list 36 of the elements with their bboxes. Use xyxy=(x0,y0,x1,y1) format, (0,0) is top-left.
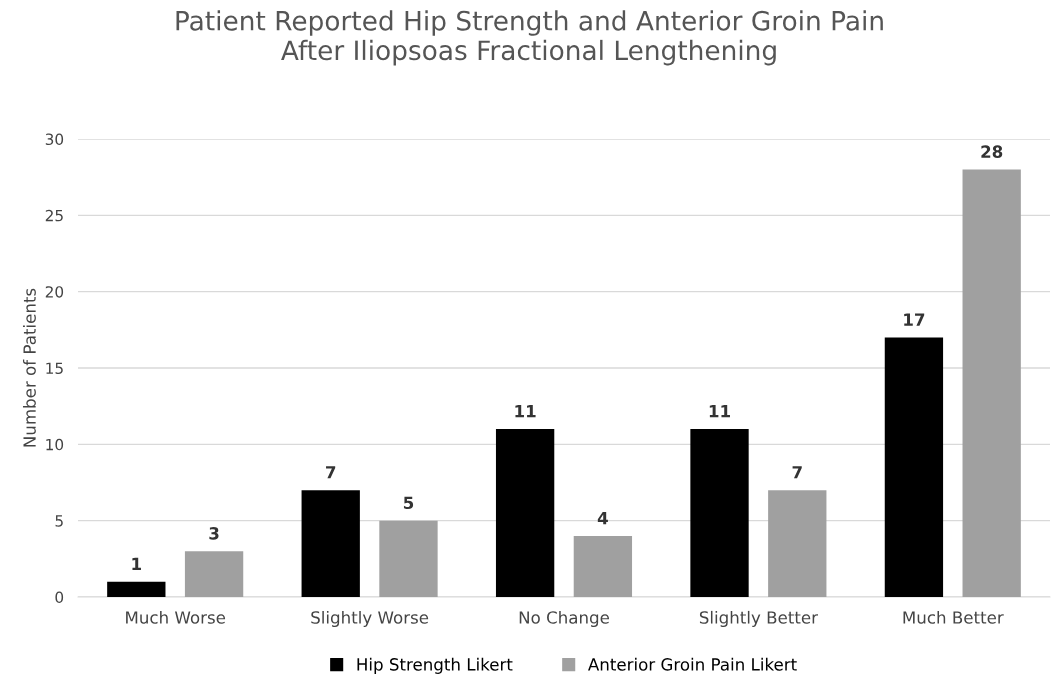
data-label: 11 xyxy=(515,405,536,418)
legend-label: Hip Strength Likert xyxy=(357,657,513,674)
data-label: 5 xyxy=(403,496,414,510)
y-tick-label: 15 xyxy=(46,362,63,375)
data-label: 4 xyxy=(597,511,608,525)
data-label: 28 xyxy=(981,145,1003,158)
bar xyxy=(495,429,555,597)
bar xyxy=(107,581,166,597)
data-label: 11 xyxy=(709,405,730,418)
x-tick-label: Slightly Better xyxy=(699,610,818,628)
chart-title: Patient Reported Hip Strength and Anterior Groin Pain After Iliopsoas Fractional Lengthening xyxy=(176,10,883,66)
bar xyxy=(379,520,438,597)
x-tick-label: Much Better xyxy=(903,610,1004,624)
y-tick-label: 5 xyxy=(55,515,63,527)
bar xyxy=(573,535,633,597)
x-tick-label: Much Worse xyxy=(126,610,226,624)
y-tick-label: 25 xyxy=(45,209,63,222)
bar xyxy=(884,337,944,597)
data-label: 7 xyxy=(792,466,802,479)
y-axis-title: Number of Patients xyxy=(22,288,36,447)
bar xyxy=(184,551,244,597)
bar xyxy=(301,490,360,597)
y-tick-label: 20 xyxy=(45,286,64,298)
bar xyxy=(962,169,1021,597)
data-label: 17 xyxy=(904,313,925,326)
legend-label: Anterior Groin Pain Likert xyxy=(588,657,797,671)
y-tick-label: 30 xyxy=(45,133,64,146)
x-tick-label: No Change xyxy=(519,610,609,628)
data-label: 7 xyxy=(326,466,336,479)
y-tick-label: 0 xyxy=(55,591,64,604)
x-tick-label: Slightly Worse xyxy=(311,610,429,628)
y-tick-label: 10 xyxy=(46,438,64,451)
data-label: 1 xyxy=(132,557,141,570)
bar xyxy=(690,429,749,597)
data-label: 3 xyxy=(209,527,219,540)
bar xyxy=(768,490,827,597)
